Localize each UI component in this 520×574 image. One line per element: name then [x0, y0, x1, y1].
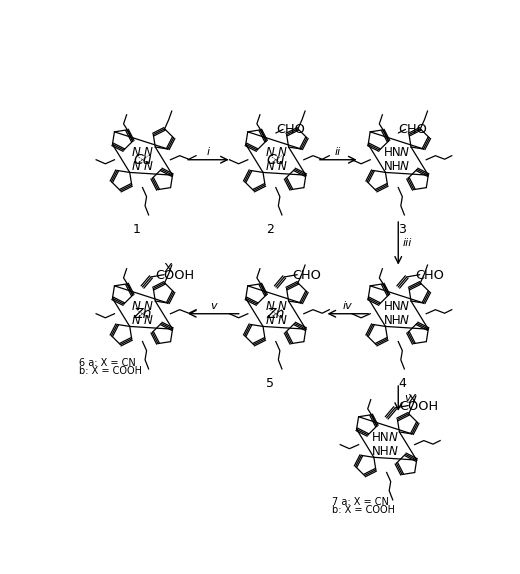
Text: 2: 2 [266, 223, 275, 236]
Text: N: N [265, 300, 274, 313]
Text: HN: HN [383, 146, 401, 159]
Text: Zn: Zn [267, 307, 285, 321]
Text: HN: HN [372, 431, 389, 444]
Text: CHO: CHO [276, 123, 305, 136]
Text: N: N [277, 146, 286, 159]
Text: X: X [163, 262, 172, 275]
Text: N: N [400, 160, 409, 173]
Text: CHO: CHO [292, 269, 321, 282]
Text: N: N [265, 315, 274, 327]
Text: Cu: Cu [266, 153, 285, 166]
Text: X: X [407, 393, 416, 406]
Text: NH: NH [372, 445, 389, 458]
Text: iii: iii [403, 238, 412, 248]
Text: Cu: Cu [133, 153, 152, 166]
Text: N: N [144, 300, 153, 313]
Text: v: v [210, 301, 216, 311]
Text: 3: 3 [398, 223, 406, 236]
Text: 6 a: X = CN: 6 a: X = CN [79, 358, 136, 369]
Text: N: N [277, 160, 286, 173]
Text: N: N [277, 300, 286, 313]
Text: Zn: Zn [133, 307, 152, 321]
Text: N: N [265, 146, 274, 159]
Text: N: N [265, 160, 274, 173]
Text: N: N [132, 160, 141, 173]
Text: 7 a: X = CN: 7 a: X = CN [332, 497, 389, 507]
Text: CHO: CHO [415, 269, 444, 282]
Text: N: N [144, 315, 153, 327]
Text: CHO: CHO [398, 123, 427, 136]
Text: 1: 1 [133, 223, 141, 236]
Text: v: v [404, 393, 411, 404]
Text: N: N [388, 431, 397, 444]
Text: COOH: COOH [399, 400, 438, 413]
Text: N: N [132, 146, 141, 159]
Text: 5: 5 [266, 377, 275, 390]
Text: NH: NH [383, 160, 401, 173]
Text: b: X = COOH: b: X = COOH [332, 505, 395, 515]
Text: N: N [132, 300, 141, 313]
Text: N: N [400, 300, 409, 313]
Text: COOH: COOH [155, 269, 194, 282]
Text: 4: 4 [398, 377, 406, 390]
Text: N: N [277, 315, 286, 327]
Text: ii: ii [335, 147, 341, 157]
Text: i: i [207, 147, 210, 157]
Text: N: N [388, 445, 397, 458]
Text: b: X = COOH: b: X = COOH [79, 366, 142, 376]
Text: N: N [144, 146, 153, 159]
Text: iv: iv [343, 301, 353, 311]
Text: N: N [144, 160, 153, 173]
Text: N: N [132, 315, 141, 327]
Text: N: N [400, 146, 409, 159]
Text: HN: HN [383, 300, 401, 313]
Text: N: N [400, 315, 409, 327]
Text: NH: NH [383, 315, 401, 327]
